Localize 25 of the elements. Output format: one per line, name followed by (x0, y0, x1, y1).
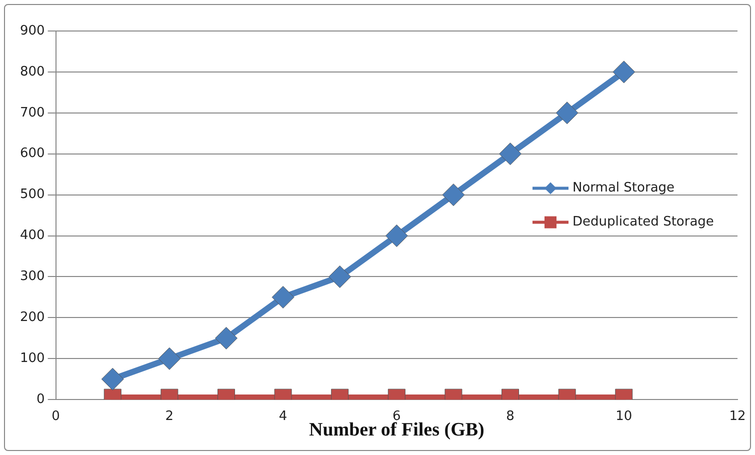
x-tick-label: 2 (165, 408, 174, 424)
y-tick-label: 400 (20, 228, 45, 244)
y-tick-label: 800 (20, 64, 45, 80)
y-tick-label: 0 (36, 392, 45, 407)
y-tick-label: 300 (20, 269, 45, 284)
legend-label: Normal Storage (572, 180, 675, 196)
x-tick-label: 10 (616, 408, 632, 424)
point (556, 102, 578, 124)
y-tick-label: 600 (20, 146, 45, 162)
point (612, 60, 636, 84)
point (442, 184, 465, 206)
legend-label: Deduplicated Storage (572, 214, 714, 230)
y-tick-label: 500 (20, 187, 45, 202)
point (328, 265, 352, 288)
x-tick-label: 0 (52, 408, 60, 424)
y-tick-label: 700 (20, 105, 45, 120)
x-tick-label: 12 (729, 408, 746, 424)
x-tick-label: 8 (506, 408, 514, 424)
y-tick-label: 200 (20, 310, 45, 326)
y-tick-label: 100 (20, 351, 45, 366)
y-tick-label: 900 (20, 23, 45, 38)
point (499, 142, 522, 166)
point (385, 224, 408, 248)
x-axis-title: Number of Files (GB) (308, 420, 484, 441)
x-tick-label: 4 (278, 408, 288, 424)
